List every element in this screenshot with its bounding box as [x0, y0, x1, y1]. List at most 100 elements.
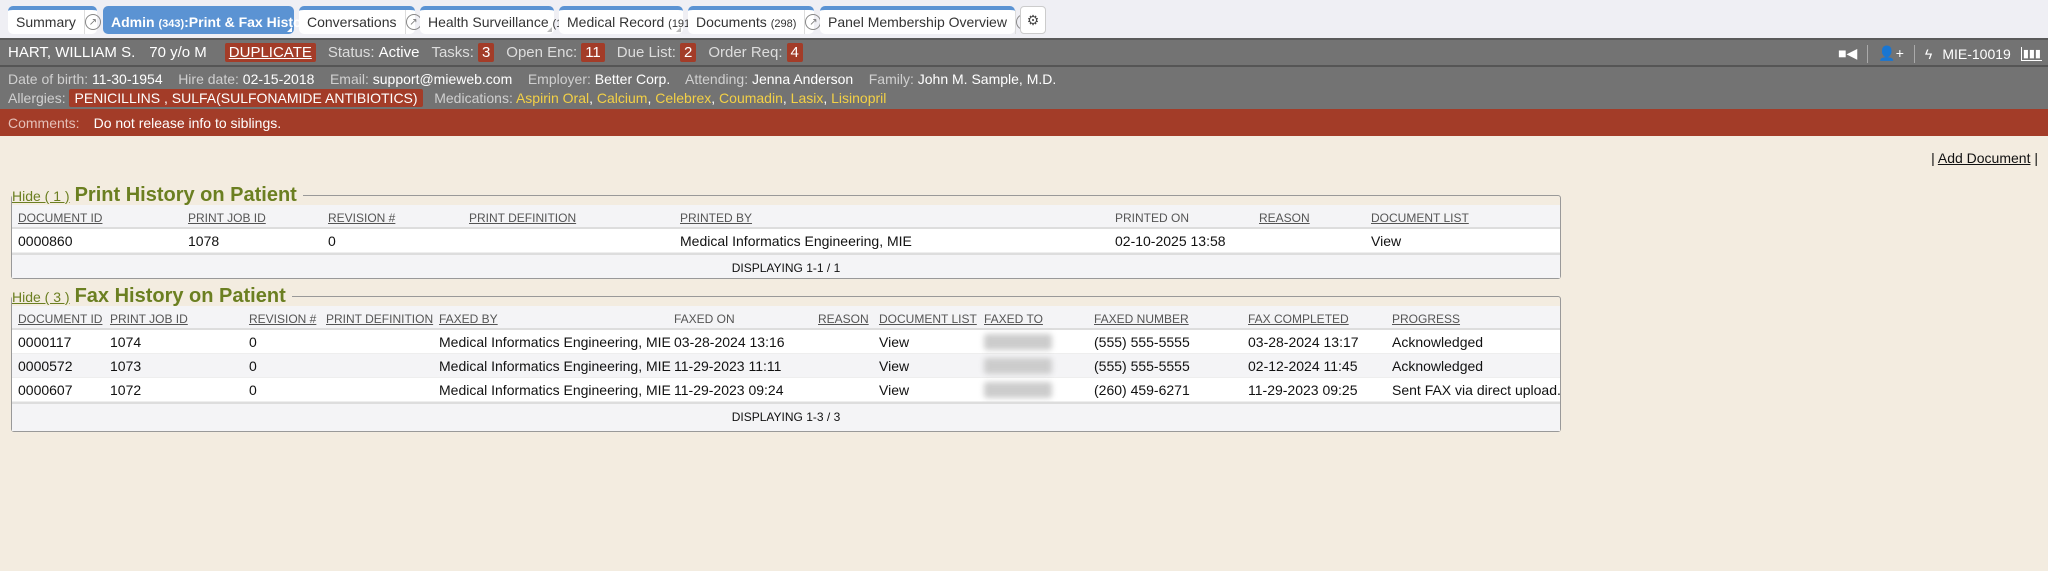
- cell: 02-10-2025 13:58: [1115, 233, 1226, 249]
- tab-label: Documents (298): [696, 14, 797, 30]
- hide-fax-history-link[interactable]: Hide ( 3 ): [12, 289, 70, 305]
- cell: (555) 555-5555: [1094, 334, 1190, 350]
- video-icon[interactable]: ■◀: [1838, 45, 1858, 61]
- medication-link[interactable]: Lasix: [790, 90, 824, 106]
- table-row: 0000607 1072 0 Medical Informatics Engineer…: [12, 378, 1561, 402]
- settings-gear-button[interactable]: ⚙: [1020, 6, 1046, 34]
- status-value: Active: [378, 44, 420, 61]
- cell: 0000860: [18, 233, 73, 249]
- column-header[interactable]: PRINT JOB ID: [188, 211, 266, 225]
- open-enc-label: Open Enc:: [506, 44, 578, 61]
- cell: (260) 459-6271: [1094, 382, 1190, 398]
- column-header[interactable]: DOCUMENT LIST: [879, 312, 977, 326]
- column-header[interactable]: PRINTED BY: [680, 211, 753, 225]
- cell: 11-29-2023 11:11: [674, 358, 782, 374]
- cell: 11-29-2023 09:25: [1248, 382, 1358, 398]
- external-link-icon: ↗: [805, 14, 822, 30]
- column-header[interactable]: PRINTED ON: [1115, 211, 1190, 225]
- table-header-row: DOCUMENT ID PRINT JOB ID REVISION # PRINT D…: [12, 205, 1560, 229]
- tab-documents[interactable]: Documents (298) ↗: [688, 6, 822, 34]
- cell: 1073: [110, 358, 142, 374]
- fax-history-section: Hide ( 3 ) Fax History on Patient DOCUME…: [11, 285, 1561, 432]
- tab-corner-icon: [547, 27, 552, 32]
- medication-link[interactable]: Lisinopril: [831, 90, 887, 106]
- due-list-badge[interactable]: 2: [679, 43, 697, 62]
- open-enc-badge[interactable]: 11: [581, 43, 605, 62]
- external-link-icon: ↗: [84, 14, 101, 30]
- cell: Sent FAX via direct upload.: [1392, 382, 1561, 398]
- faxed-to-redacted: [984, 382, 1052, 398]
- medication-link[interactable]: Calcium: [596, 90, 648, 106]
- column-header[interactable]: PRINT JOB ID: [110, 312, 188, 326]
- column-header[interactable]: PRINT DEFINITION: [326, 312, 434, 326]
- cell: Medical Informatics Engineering, MIE: [439, 334, 671, 350]
- table-footer: DISPLAYING 1-3 / 3: [12, 402, 1560, 431]
- view-link[interactable]: View: [879, 334, 910, 350]
- view-link[interactable]: View: [1371, 233, 1402, 249]
- lightning-icon[interactable]: ϟ: [1924, 45, 1933, 62]
- fax-history-legend: Hide ( 3 ) Fax History on Patient: [12, 285, 292, 308]
- cell: 0000572: [18, 358, 73, 374]
- tab-medical-record[interactable]: Medical Record (191): [559, 6, 694, 34]
- status-label: Status:: [327, 44, 375, 61]
- tab-conversations[interactable]: Conversations ↗: [299, 6, 422, 34]
- pagination-status: DISPLAYING 1-1 / 1: [731, 261, 841, 275]
- hide-print-history-link[interactable]: Hide ( 1 ): [12, 188, 70, 204]
- tab-count: (191): [668, 18, 694, 30]
- column-header[interactable]: FAXED BY: [439, 312, 498, 326]
- cell: 03-28-2024 13:16: [674, 334, 785, 350]
- duplicate-badge[interactable]: DUPLICATE: [224, 43, 316, 62]
- tab-health-surveillance[interactable]: Health Surveillance (1): [420, 6, 566, 34]
- column-header[interactable]: DOCUMENT LIST: [1371, 211, 1469, 225]
- tab-panel-membership-overview[interactable]: Panel Membership Overview↗: [820, 6, 1032, 34]
- cell: 02-12-2024 11:45: [1248, 358, 1358, 374]
- add-document-link[interactable]: Add Document: [1937, 150, 2031, 166]
- chart-icon[interactable]: ▮▮▮: [2020, 46, 2042, 61]
- print-history-legend: Hide ( 1 ) Print History on Patient: [12, 184, 303, 207]
- employer-value: Better Corp.: [594, 71, 671, 87]
- column-header[interactable]: REVISION #: [328, 211, 396, 225]
- open-external-button[interactable]: ↗: [804, 10, 822, 34]
- column-header[interactable]: REVISION #: [249, 312, 317, 326]
- tasks-badge[interactable]: 3: [477, 43, 495, 62]
- tab-count: (343): [158, 18, 185, 30]
- tasks-label: Tasks:: [431, 44, 474, 61]
- column-header[interactable]: PROGRESS: [1392, 312, 1461, 326]
- patient-header: HART, WILLIAM S. 70 y/o M DUPLICATE Stat…: [0, 40, 2048, 67]
- open-external-button[interactable]: ↗: [83, 10, 101, 34]
- tab-label: Admin (343):Print & Fax History: [111, 14, 315, 30]
- medication-link[interactable]: Aspirin Oral: [515, 90, 590, 106]
- employer-label: Employer:: [527, 71, 591, 87]
- attending-value: Jenna Anderson: [751, 71, 854, 87]
- column-header[interactable]: FAXED NUMBER: [1094, 312, 1189, 326]
- order-req-badge[interactable]: 4: [786, 43, 803, 62]
- attending-label: Attending:: [685, 71, 749, 87]
- table-header-row: DOCUMENT ID PRINT JOB ID REVISION # PRINT D…: [12, 306, 1560, 330]
- column-header[interactable]: DOCUMENT ID: [18, 211, 103, 225]
- cell: 03-28-2024 13:17: [1248, 334, 1359, 350]
- medication-link[interactable]: Celebrex: [655, 90, 712, 106]
- medication-link[interactable]: Coumadin: [719, 90, 783, 106]
- column-header[interactable]: FAXED ON: [674, 312, 735, 326]
- tab-admin[interactable]: Admin (343):Print & Fax History: [103, 6, 315, 34]
- cell: 1078: [188, 233, 220, 249]
- column-header[interactable]: FAX COMPLETED: [1248, 312, 1349, 326]
- column-header[interactable]: FAXED TO: [984, 312, 1043, 326]
- faxed-to-redacted: [984, 334, 1052, 350]
- column-header[interactable]: DOCUMENT ID: [18, 312, 103, 326]
- tab-summary[interactable]: Summary ↗: [8, 6, 101, 34]
- view-link[interactable]: View: [879, 382, 910, 398]
- add-user-icon[interactable]: 👤+: [1878, 45, 1904, 61]
- column-header[interactable]: REASON: [1259, 211, 1310, 225]
- hire-label: Hire date:: [178, 71, 239, 87]
- print-history-section: Hide ( 1 ) Print History on Patient DOCU…: [11, 184, 1561, 279]
- allergies-badge[interactable]: PENICILLINS , SULFA(SULFONAMIDE ANTIBIOT…: [69, 89, 423, 107]
- column-header[interactable]: REASON: [818, 312, 869, 326]
- family-value: John M. Sample, M.D.: [917, 71, 1057, 87]
- open-external-button[interactable]: ↗: [404, 10, 422, 34]
- column-header[interactable]: PRINT DEFINITION: [469, 211, 577, 225]
- view-link[interactable]: View: [879, 358, 910, 374]
- cell: 11-29-2023 09:24: [674, 382, 784, 398]
- tab-corner-icon: [676, 27, 681, 32]
- cell: Medical Informatics Engineering, MIE: [680, 233, 912, 249]
